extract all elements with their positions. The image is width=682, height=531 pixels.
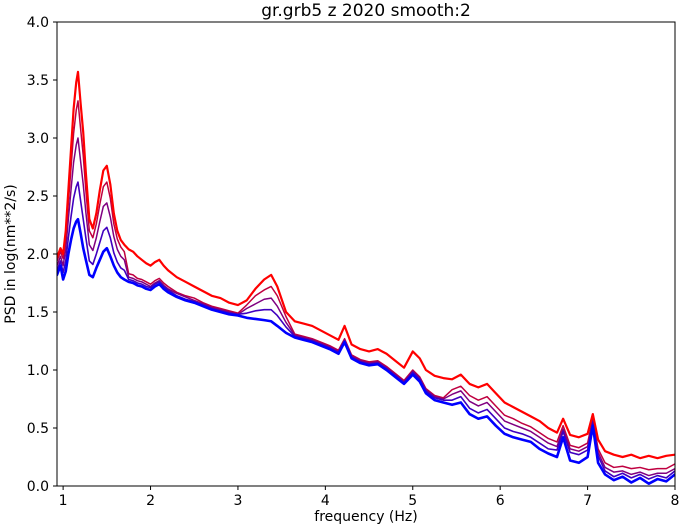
psd-trace-2-blue-violet — [57, 181, 675, 480]
y-tick-label: 2.0 — [27, 247, 49, 263]
trace-group — [57, 70, 675, 485]
x-tick-label: 6 — [496, 493, 505, 509]
y-tick-label: 1.0 — [27, 363, 49, 379]
y-tick-label: 0.0 — [27, 479, 49, 495]
x-tick-label: 3 — [233, 493, 242, 509]
y-axis-label: PSD in log(nm**2/s) — [3, 184, 19, 323]
plot-spines — [56, 21, 676, 487]
psd-trace-4-red-violet — [57, 100, 675, 471]
x-tick-label: 2 — [146, 493, 155, 509]
y-tick-label: 4.0 — [27, 15, 49, 31]
axis-ticks: 1 2 3 4 5 6 7 8 0.0 0.5 1.0 1.5 2.0 2.5 3.0 3.5 4.0 — [27, 15, 680, 509]
x-axis-label: frequency (Hz) — [314, 509, 417, 525]
y-tick-label: 1.5 — [27, 305, 49, 321]
y-tick-label: 2.5 — [27, 189, 49, 205]
x-tick-label: 4 — [321, 493, 330, 509]
x-tick-label: 8 — [671, 493, 680, 509]
y-tick-label: 3.5 — [27, 73, 49, 89]
x-tick-label: 1 — [59, 493, 68, 509]
psd-trace-1-blue — [57, 217, 675, 485]
psd-trace-5-red — [57, 70, 675, 460]
chart-title: gr.grb5 z 2020 smooth:2 — [261, 1, 471, 21]
x-tick-label: 5 — [408, 493, 417, 509]
x-tick-label: 7 — [583, 493, 592, 509]
y-tick-label: 3.0 — [27, 131, 49, 147]
y-tick-label: 0.5 — [27, 421, 49, 437]
psd-trace-3-purple — [57, 137, 675, 477]
